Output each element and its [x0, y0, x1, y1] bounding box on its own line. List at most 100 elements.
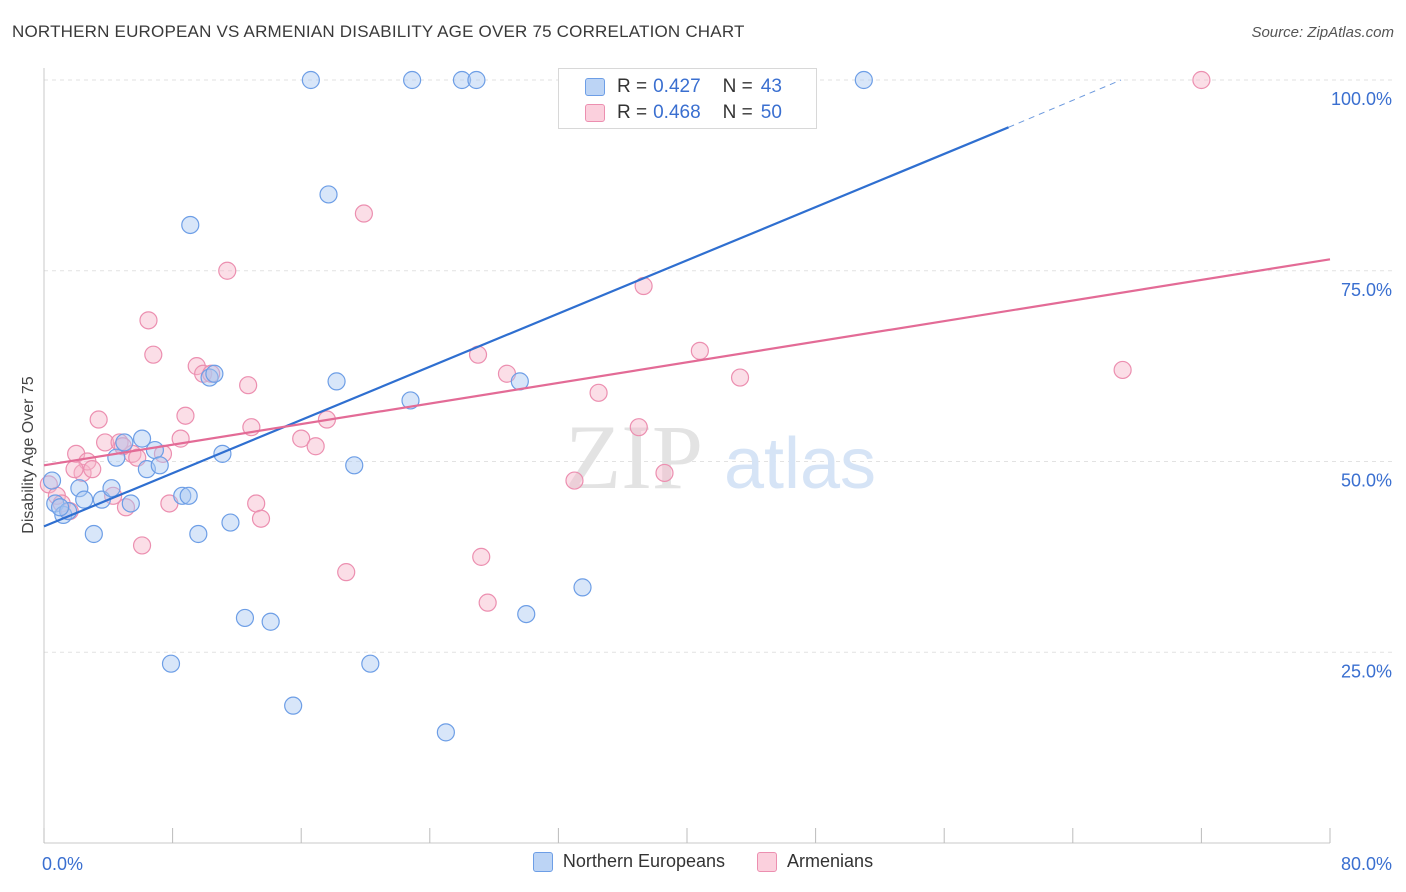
northern-europeans-point — [854, 70, 873, 90]
armenians-point — [730, 368, 750, 387]
armenians-point — [95, 433, 115, 452]
northern-europeans-points — [42, 70, 873, 742]
northern-europeans-point — [50, 498, 70, 517]
legend-swatch-pink — [585, 104, 605, 122]
armenians-point — [247, 494, 266, 513]
legend-swatch-blue — [585, 78, 605, 96]
northern-europeans-point — [205, 364, 224, 383]
armenians-point — [239, 376, 258, 395]
armenians-point — [1113, 360, 1132, 380]
armenians-point — [176, 406, 195, 425]
northern-europeans-point — [75, 490, 94, 509]
northern-europeans-point — [132, 429, 152, 448]
chart-source: Source: ZipAtlas.com — [1251, 24, 1394, 41]
armenians-point — [83, 460, 102, 479]
armenians-point — [132, 536, 152, 555]
northern-europeans-point — [301, 70, 320, 90]
armenians-point — [655, 463, 674, 483]
northern-europeans-point — [573, 578, 592, 597]
northern-europeans-point — [179, 486, 198, 505]
armenians-point — [144, 345, 163, 364]
grid-lines — [44, 79, 1392, 653]
series-legend: Northern Europeans Armenians — [0, 851, 1406, 872]
armenians-point — [690, 341, 709, 360]
series-legend-armenians[interactable]: Armenians — [757, 851, 873, 872]
armenians-point — [292, 429, 311, 448]
northern-europeans-point — [189, 524, 208, 544]
armenians-point — [65, 460, 84, 479]
armenians-point — [629, 418, 648, 437]
armenians-point — [187, 357, 206, 376]
tick-labels: 25.0% 50.0% 75.0% 100.0% 0.0% 80.0% — [42, 89, 1392, 874]
trend-lines — [43, 79, 1331, 528]
watermark-zip: ZIP — [565, 406, 703, 508]
northern-europeans-point — [436, 723, 455, 742]
northern-europeans-point — [467, 70, 486, 90]
northern-europeans-point — [121, 494, 140, 513]
chart-title: NORTHERN EUROPEAN VS ARMENIAN DISABILITY… — [12, 22, 745, 41]
legend-r-value: 0.468 — [653, 102, 701, 123]
armenians-point — [251, 509, 271, 528]
northern-europeans-trend-line — [43, 126, 1009, 528]
legend-n-label: N = — [722, 76, 753, 97]
northern-europeans-point — [161, 654, 181, 673]
northern-europeans-point — [452, 70, 472, 90]
correlation-legend: R = 0.427 N = 43 R = 0.468 N = 50 — [558, 68, 817, 129]
series-label: Northern Europeans — [562, 851, 726, 871]
northern-europeans-trend-extension — [1008, 79, 1122, 128]
watermark: ZIP atlas — [565, 406, 876, 508]
northern-europeans-point — [70, 479, 89, 498]
northern-europeans-point — [401, 391, 420, 410]
northern-europeans-point — [145, 440, 165, 460]
legend-row-northern-europeans: R = 0.427 N = 43 — [585, 73, 782, 101]
northern-europeans-point — [115, 433, 134, 452]
armenians-point — [589, 383, 608, 402]
armenians-point — [478, 593, 497, 612]
y-tick-label: 50.0% — [1341, 471, 1392, 491]
x-tick-label: 0.0% — [42, 854, 83, 874]
northern-europeans-point — [284, 696, 303, 715]
armenians-point — [354, 204, 373, 223]
series-legend-northern-europeans[interactable]: Northern Europeans — [532, 851, 726, 872]
series-label: Armenians — [787, 851, 874, 871]
legend-row-armenians: R = 0.468 N = 50 — [585, 99, 782, 127]
x-axis-ticks — [43, 828, 1331, 843]
armenians-point — [472, 547, 491, 566]
armenians-point — [218, 261, 237, 280]
northern-europeans-point — [150, 456, 169, 475]
legend-n-value: 50 — [760, 102, 782, 123]
legend-n-label: N = — [722, 102, 753, 123]
legend-n-value: 43 — [760, 76, 782, 97]
armenians-point — [337, 563, 356, 582]
y-tick-label: 75.0% — [1341, 280, 1392, 300]
armenians-trend-line — [43, 258, 1331, 467]
northern-europeans-point — [221, 513, 240, 532]
northern-europeans-point — [327, 372, 346, 391]
armenians-points — [39, 70, 1211, 612]
armenians-point — [89, 410, 108, 429]
legend-r-label: R = — [617, 102, 648, 123]
series-swatch-pink — [757, 851, 778, 872]
x-tick-label: 80.0% — [1341, 854, 1392, 874]
northern-europeans-point — [235, 608, 255, 628]
legend-r-label: R = — [617, 76, 648, 97]
northern-europeans-point — [84, 524, 103, 544]
northern-europeans-point — [261, 612, 280, 631]
armenians-point — [139, 311, 158, 330]
northern-europeans-point — [517, 604, 536, 624]
northern-europeans-point — [403, 70, 422, 90]
northern-europeans-point — [102, 479, 121, 498]
armenians-point — [1192, 70, 1211, 90]
watermark-atlas: atlas — [724, 424, 876, 504]
northern-europeans-point — [345, 456, 364, 475]
y-tick-label: 100.0% — [1331, 89, 1392, 109]
northern-europeans-point — [173, 486, 192, 505]
northern-europeans-point — [42, 471, 62, 490]
y-tick-label: 25.0% — [1341, 661, 1392, 681]
northern-europeans-point — [319, 185, 338, 204]
armenians-point — [565, 471, 584, 490]
northern-europeans-point — [181, 215, 200, 235]
armenians-point — [306, 437, 325, 456]
legend-r-value: 0.427 — [653, 76, 701, 97]
